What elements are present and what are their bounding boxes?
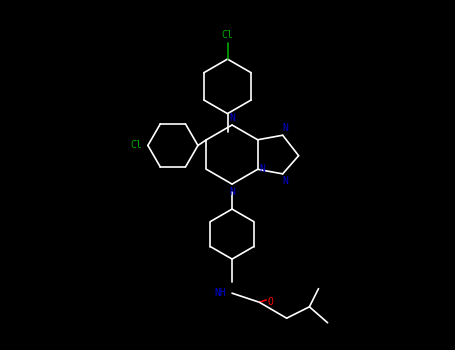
Text: N: N bbox=[259, 164, 265, 174]
Text: N: N bbox=[229, 113, 235, 123]
Text: O: O bbox=[268, 297, 273, 307]
Text: Cl: Cl bbox=[131, 140, 142, 150]
Text: N: N bbox=[282, 176, 288, 186]
Text: N: N bbox=[229, 187, 235, 197]
Text: N: N bbox=[282, 124, 288, 133]
Text: Cl: Cl bbox=[222, 30, 233, 40]
Text: NH: NH bbox=[215, 288, 227, 298]
